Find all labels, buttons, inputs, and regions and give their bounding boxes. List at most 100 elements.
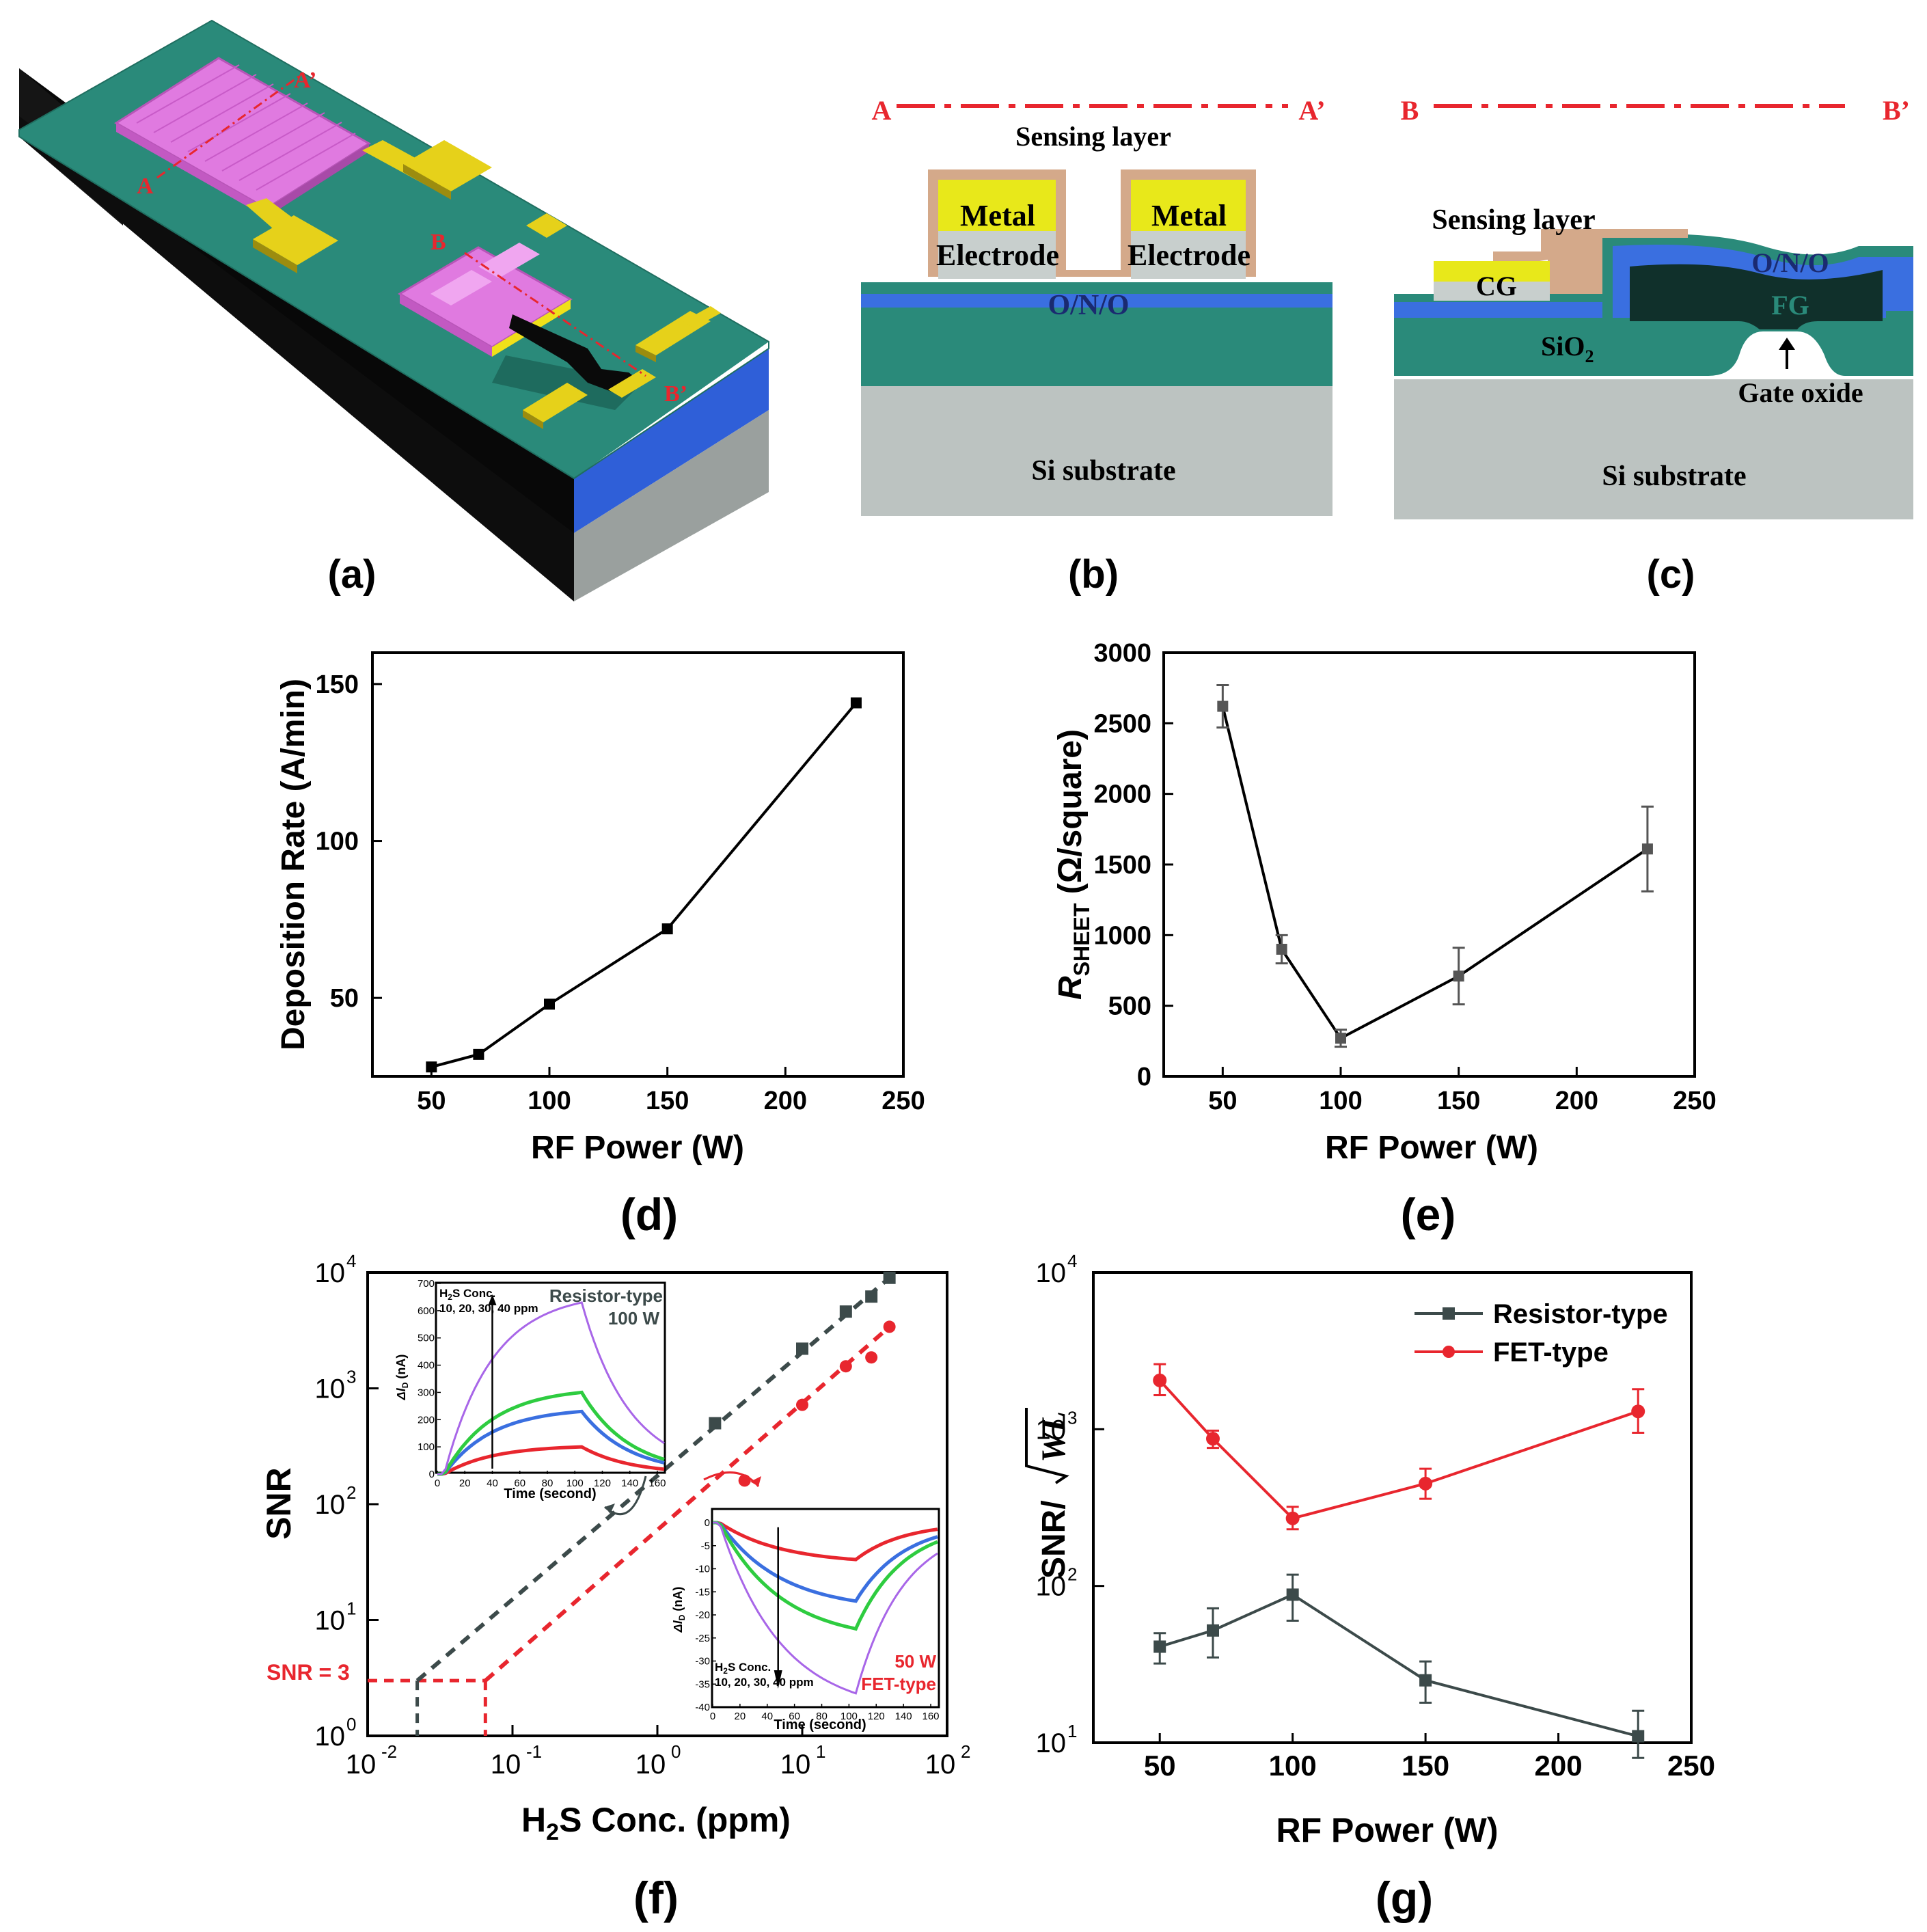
y-tick-label: 0 [1137, 1063, 1151, 1091]
data-point [865, 1290, 878, 1303]
inset-x-tick-label: 120 [594, 1478, 611, 1489]
x-axis-label: RF Power (W) [1325, 1130, 1538, 1166]
inset-curve [713, 1521, 938, 1562]
panel-label-d: (d) [620, 1189, 678, 1240]
inset-curve [437, 1445, 665, 1476]
inset-y-tick-label: -5 [701, 1540, 710, 1552]
inset-y-tick-label: 300 [418, 1387, 435, 1398]
metal-label-left: Metal [960, 199, 1035, 232]
data-point [839, 1305, 852, 1318]
data-point [839, 1360, 852, 1373]
y-tick-label: 10 [1036, 1728, 1067, 1758]
inset-y-tick-label: -35 [695, 1678, 710, 1690]
cut-label-b-prime: B’ [664, 381, 687, 407]
inset-title-1: H2S Conc. [715, 1661, 771, 1676]
inset-y-tick-label: -15 [695, 1586, 710, 1598]
inset-curve [437, 1390, 665, 1476]
y-tick-label: 500 [1108, 992, 1151, 1021]
x-tick-label: 10 [346, 1750, 377, 1780]
y-tick-exponent: 4 [346, 1251, 356, 1271]
panel-label-e: (e) [1401, 1189, 1456, 1240]
x-tick-exponent: 0 [671, 1741, 681, 1762]
data-point [1335, 1033, 1346, 1044]
inset-curve [713, 1521, 938, 1695]
y-tick-label: 10 [315, 1490, 346, 1520]
panel-label-f: (f) [633, 1873, 679, 1923]
cg-label: CG [1476, 271, 1517, 301]
inset-y-tick-label: 0 [429, 1469, 435, 1480]
si-substrate [1394, 379, 1913, 519]
sqrt-sign [1025, 1408, 1069, 1484]
electrode-label-right: Electrode [1128, 239, 1250, 272]
control-gate-metal [1434, 261, 1550, 282]
y-tick-label: 10 [1036, 1415, 1067, 1445]
chart-d: RF Power (W) Deposition Rate (A/min) 50 1… [275, 651, 925, 1166]
data-point [796, 1342, 808, 1355]
inset-x-tick-label: 80 [816, 1711, 828, 1722]
cut-label-b: B [430, 230, 446, 255]
gate-oxide-label: Gate oxide [1738, 377, 1863, 408]
electrode-right [1131, 231, 1246, 279]
x-tick-label: 150 [1402, 1750, 1449, 1782]
series-line [1159, 1593, 1639, 1738]
y-tick-exponent: 1 [346, 1598, 356, 1619]
x-axis-label: RF Power (W) [1276, 1811, 1499, 1849]
series-line [430, 702, 858, 1069]
inset-x-tick-label: 40 [487, 1478, 498, 1489]
inset-curve [437, 1409, 665, 1476]
inset-x-tick-label: 60 [514, 1478, 525, 1489]
inset-power-label: 50 W [894, 1651, 936, 1672]
si-substrate [861, 386, 1332, 516]
data-point [473, 1048, 484, 1060]
y-tick-label: 50 [330, 984, 359, 1013]
y-tick-label: 10 [315, 1606, 346, 1636]
data-point [883, 1271, 896, 1284]
inset-x-tick-label: 20 [735, 1711, 746, 1722]
x-tick-label: 10 [925, 1750, 956, 1780]
data-point [1631, 1404, 1645, 1419]
inset-type-label: FET-type [861, 1674, 936, 1694]
cut-label-a: A [137, 174, 154, 199]
y-tick-exponent: 3 [346, 1367, 356, 1387]
cut-line-bb [464, 251, 646, 377]
chart-e: RF Power (W) RSHEET (Ω/square) 50 100 150 2… [1052, 639, 1717, 1166]
legend-resistor-type: Resistor-type [1493, 1299, 1668, 1329]
metal-right [1131, 180, 1246, 231]
inset-arrowhead [774, 1670, 782, 1689]
data-point [1276, 944, 1287, 955]
inset-y-tick-label: 100 [418, 1441, 435, 1453]
ono-layer [861, 294, 1332, 308]
x-tick-exponent: 2 [961, 1741, 970, 1762]
x-tick-label: 200 [1535, 1750, 1583, 1782]
substrate-label: Si substrate [1602, 461, 1746, 492]
legend-fet-type: FET-type [1493, 1337, 1609, 1368]
sensing-layer [1434, 229, 1688, 294]
x-tick-exponent: -1 [526, 1741, 542, 1762]
metal-label-right: Metal [1151, 199, 1227, 232]
inset-type-label: Resistor-type [549, 1285, 663, 1306]
x-axis-label: H2S Conc. (ppm) [521, 1801, 791, 1845]
panel-c-cross-section: B B’ Sensing layer CG O/N/O FG SiO2 Gate… [1394, 95, 1913, 519]
block-side-gray [574, 410, 769, 601]
x-tick-label: 200 [764, 1087, 807, 1115]
x-tick-label: 150 [1437, 1087, 1480, 1115]
inset-x-tick-label: 40 [761, 1711, 773, 1722]
inset-y-tick-label: 400 [418, 1360, 435, 1372]
data-point [850, 697, 862, 709]
inset-x-tick-label: 160 [922, 1711, 940, 1722]
x-tick-label: 100 [1319, 1087, 1362, 1115]
inset-y-tick-label: 500 [418, 1333, 435, 1344]
inset-curve [713, 1521, 938, 1603]
y-axis-label-text: SNR/ [1036, 1500, 1072, 1579]
x-tick-label: 150 [646, 1087, 689, 1115]
sensing-layer-label: Sensing layer [1432, 204, 1595, 236]
y-tick-label: 2500 [1093, 709, 1151, 738]
sensing-layer-label: Sensing layer [1015, 121, 1171, 152]
snr3-annotation: SNR = 3 [266, 1660, 350, 1685]
data-point [426, 1061, 437, 1073]
y-tick-exponent: 0 [346, 1714, 356, 1734]
data-point [1217, 700, 1229, 712]
x-tick-label: 250 [1667, 1750, 1715, 1782]
data-point [1153, 1373, 1167, 1387]
